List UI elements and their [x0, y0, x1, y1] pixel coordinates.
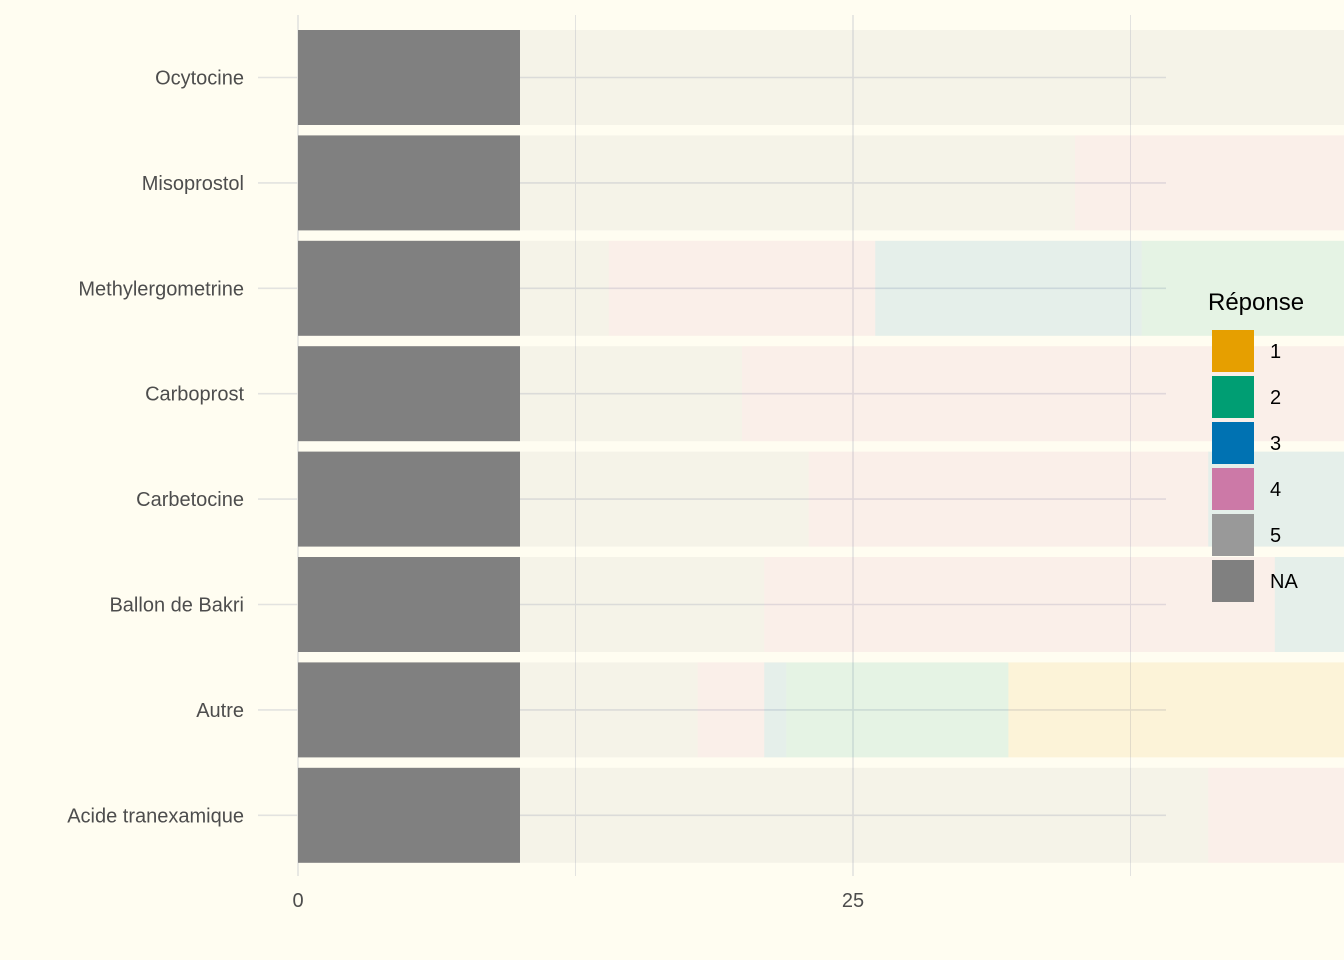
- legend-title: Réponse: [1208, 289, 1304, 316]
- bar-segment-5: [520, 451, 809, 547]
- y-tick-label: Misoprostol: [142, 173, 244, 195]
- y-tick-label: Carbetocine: [136, 489, 244, 511]
- legend-label: NA: [1270, 571, 1298, 593]
- bar-segment-2: [786, 662, 1009, 758]
- bar-segment-5: [520, 557, 765, 652]
- y-tick-label: Ballon de Bakri: [109, 595, 244, 617]
- bar-segment-5: [520, 240, 609, 336]
- bar-segment-na: [298, 451, 520, 547]
- bar-segment-na: [298, 662, 520, 758]
- bar-segment-1: [1008, 662, 1344, 758]
- y-tick-label: Autre: [196, 700, 244, 722]
- y-axis: Ocytocine Misoprostol Methylergometrine Car…: [67, 68, 244, 828]
- bar-segment-5: [520, 662, 698, 758]
- bar-segment-5: [520, 767, 1209, 863]
- bars: [298, 30, 1344, 863]
- bar-segment-na: [298, 557, 520, 652]
- bar-segment-4: [808, 451, 1209, 547]
- x-tick-label: 25: [842, 890, 864, 912]
- y-tick-label: Methylergometrine: [78, 278, 244, 300]
- bar-segment-3: [764, 662, 787, 758]
- y-tick-label: Acide tranexamique: [67, 805, 244, 827]
- bar-segment-3: [875, 240, 1142, 336]
- bar-segment-5: [520, 346, 742, 442]
- legend-swatch: [1212, 514, 1254, 556]
- bar-segment-4: [1075, 135, 1344, 231]
- x-axis: 0255075: [292, 890, 864, 912]
- y-tick-label: Ocytocine: [155, 68, 244, 90]
- legend-swatch: [1212, 422, 1254, 464]
- bar-segment-na: [298, 767, 520, 863]
- legend-swatch: [1212, 468, 1254, 510]
- bar-segment-na: [298, 135, 520, 231]
- bar-segment-na: [298, 240, 520, 336]
- legend-swatch: [1212, 330, 1254, 372]
- bar-segment-4: [608, 240, 876, 336]
- legend-swatch: [1212, 376, 1254, 418]
- bar-segment-5: [520, 30, 1344, 125]
- bar-segment-2: [1141, 240, 1344, 336]
- legend: Réponse 1 2 3 4 5 NA: [1208, 289, 1304, 602]
- legend-label: 3: [1270, 433, 1281, 455]
- legend-swatch: [1212, 560, 1254, 602]
- x-tick-label: 0: [292, 890, 303, 912]
- legend-label: 1: [1270, 341, 1281, 363]
- bar-segment-4: [697, 662, 765, 758]
- legend-label: 4: [1270, 479, 1281, 501]
- bar-segment-4: [1208, 767, 1344, 863]
- y-tick-label: Carboprost: [145, 384, 244, 406]
- bar-segment-4: [764, 557, 1275, 652]
- bar-segment-3: [1274, 557, 1344, 652]
- legend-label: 5: [1270, 525, 1281, 547]
- bar-segment-5: [520, 135, 1075, 231]
- legend-label: 2: [1270, 387, 1281, 409]
- bar-segment-na: [298, 346, 520, 442]
- bar-segment-na: [298, 30, 520, 125]
